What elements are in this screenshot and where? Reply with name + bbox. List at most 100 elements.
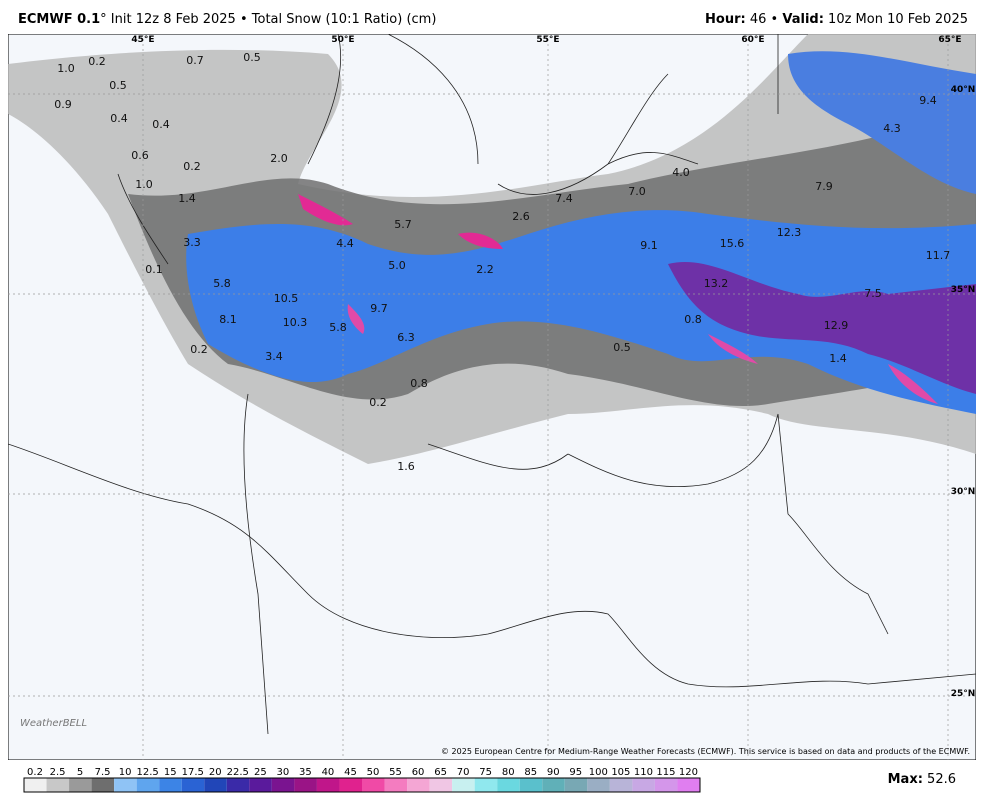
colorbar-label: 12.5 — [137, 767, 159, 778]
colorbar: 0.2 2.5 5 7.5 10 12.5 15 17.5 20 22.5 25 30 35 40 45 50… — [23, 767, 701, 793]
snow-label: 5.8 — [213, 277, 231, 290]
max: Max: 52.6 — [888, 772, 956, 787]
hour-label: Hour: — [705, 12, 746, 27]
colorbar-label: 100 — [589, 767, 608, 778]
colorbar-label: 7.5 — [95, 767, 111, 778]
colorbar-swatch — [91, 778, 115, 792]
snow-label: 0.5 — [109, 79, 127, 92]
colorbar-label: 50 — [367, 767, 380, 778]
snow-label: 4.3 — [883, 122, 901, 135]
colorbar-label: 2.5 — [50, 767, 66, 778]
colorbar-swatch — [384, 778, 408, 792]
snow-label: 3.4 — [265, 350, 283, 363]
colorbar-label: 45 — [344, 767, 357, 778]
colorbar-label: 80 — [502, 767, 515, 778]
graticule-label: 40°N — [951, 85, 976, 95]
colorbar-label: 25 — [254, 767, 267, 778]
colorbar-swatch — [609, 778, 633, 792]
snow-label: 0.5 — [613, 341, 631, 354]
snow-field — [8, 34, 976, 464]
colorbar-label: 105 — [611, 767, 630, 778]
colorbar-swatch — [294, 778, 317, 792]
graticule-label: 45°E — [131, 35, 154, 45]
graticule-label: 55°E — [536, 35, 559, 45]
snow-label: 0.2 — [369, 396, 387, 409]
colorbar-label: 35 — [299, 767, 312, 778]
colorbar-label: 75 — [479, 767, 492, 778]
snow-label: 2.6 — [512, 210, 530, 223]
graticule-label: 35°N — [951, 285, 976, 295]
snow-label: 9.4 — [919, 94, 937, 107]
colorbar-label: 20 — [209, 767, 222, 778]
colorbar-swatch — [587, 778, 610, 792]
colorbar-label: 17.5 — [182, 767, 204, 778]
graticule-labels: 45°E 50°E 55°E 60°E 65°E 40°N 35°N 30°N 25°N — [131, 35, 975, 699]
colorbar-swatch — [249, 778, 272, 792]
snow-label: 3.3 — [183, 236, 201, 249]
colorbar-swatch — [24, 778, 47, 792]
graticule-label: 65°E — [938, 35, 961, 45]
degree: ° — [100, 12, 107, 27]
snow-label: 5.0 — [388, 259, 406, 272]
colorbar-swatch — [339, 778, 362, 792]
snow-label: 10.3 — [283, 316, 308, 329]
colorbar-label: 5 — [77, 767, 83, 778]
colorbar-label: 95 — [569, 767, 582, 778]
colorbar-swatch — [362, 778, 385, 792]
snow-label: 2.0 — [270, 152, 288, 165]
colorbar-label: 55 — [389, 767, 402, 778]
colorbar-label: 110 — [634, 767, 653, 778]
colorbar-swatch — [136, 778, 160, 792]
colorbar-swatch — [316, 778, 340, 792]
colorbar-label: 70 — [457, 767, 470, 778]
colorbar-swatch — [654, 778, 678, 792]
colorbar-swatch — [429, 778, 453, 792]
graticule-label: 25°N — [951, 689, 976, 699]
snow-label: 6.3 — [397, 331, 415, 344]
snow-label: 0.8 — [410, 377, 428, 390]
header: ECMWF 0.1° Init 12z 8 Feb 2025 • Total S… — [0, 0, 984, 34]
colorbar-swatch — [271, 778, 295, 792]
snow-label: 2.2 — [476, 263, 494, 276]
colorbar-frame — [23, 777, 701, 793]
snow-label: 8.1 — [219, 313, 237, 326]
graticule-label: 50°E — [331, 35, 354, 45]
snow-label: 11.7 — [926, 249, 951, 262]
snow-label: 1.4 — [829, 352, 847, 365]
colorbar-swatch — [46, 778, 70, 792]
colorbar-label: 85 — [524, 767, 537, 778]
graticule-label: 30°N — [951, 487, 976, 497]
snow-label: 0.9 — [54, 98, 72, 111]
colorbar-label: 15 — [164, 767, 177, 778]
snow-label: 7.0 — [628, 185, 646, 198]
colorbar-label: 40 — [322, 767, 335, 778]
colorbar-swatch — [181, 778, 205, 792]
snow-label: 12.9 — [824, 319, 849, 332]
snow-label: 1.6 — [397, 460, 415, 473]
snow-label: 1.4 — [178, 192, 196, 205]
snow-label: 0.1 — [145, 263, 163, 276]
snow-label: 10.5 — [274, 292, 299, 305]
max-label: Max: — [887, 772, 923, 787]
graticule-label: 60°E — [741, 35, 764, 45]
colorbar-label: 30 — [276, 767, 289, 778]
colorbar-swatch — [564, 778, 588, 792]
colorbar-swatch — [226, 778, 250, 792]
copyright: © 2025 European Centre for Medium-Range … — [441, 747, 970, 756]
colorbar-swatch — [114, 778, 137, 792]
colorbar-label: 65 — [434, 767, 447, 778]
snow-label: 0.4 — [110, 112, 128, 125]
snow-label: 7.9 — [815, 180, 833, 193]
snow-label: 9.7 — [370, 302, 388, 315]
colorbar-swatch — [542, 778, 565, 792]
snow-label: 1.0 — [57, 62, 75, 75]
logo: WeatherBELL — [20, 718, 87, 729]
snow-labels: 1.0 0.2 0.7 0.5 0.5 0.9 0.4 0.4 0.6 0.2 2.0 1.0 1.4 3… — [54, 51, 950, 473]
snow-label: 13.2 — [704, 277, 729, 290]
colorbar-label: 115 — [656, 767, 675, 778]
borders — [8, 34, 976, 735]
colorbar-label: 0.2 — [27, 767, 43, 778]
snow-label: 0.2 — [190, 343, 208, 356]
map: 45°E 50°E 55°E 60°E 65°E 40°N 35°N 30°N 25°N 1.0… — [8, 34, 976, 760]
hour: 46 • — [749, 12, 779, 27]
